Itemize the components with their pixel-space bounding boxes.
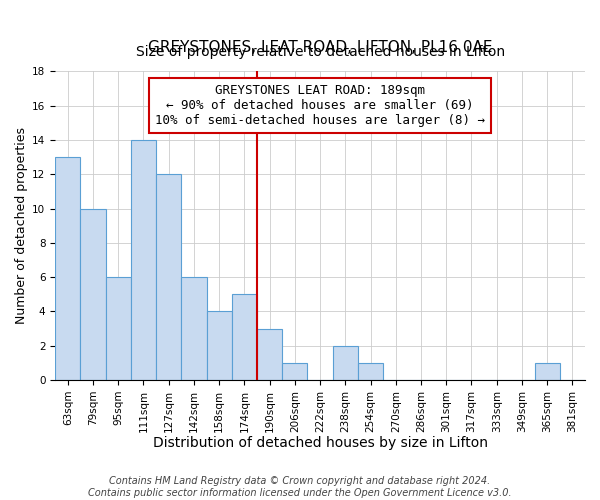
Text: GREYSTONES LEAT ROAD: 189sqm
← 90% of detached houses are smaller (69)
10% of se: GREYSTONES LEAT ROAD: 189sqm ← 90% of de… [155, 84, 485, 127]
Bar [181, 277, 206, 380]
Bar [80, 208, 106, 380]
Text: Contains HM Land Registry data © Crown copyright and database right 2024.
Contai: Contains HM Land Registry data © Crown c… [88, 476, 512, 498]
Bar [55, 157, 80, 380]
Title: GREYSTONES, LEAT ROAD, LIFTON, PL16 0AE: GREYSTONES, LEAT ROAD, LIFTON, PL16 0AE [148, 40, 493, 55]
Bar [232, 294, 257, 380]
Text: Size of property relative to detached houses in Lifton: Size of property relative to detached ho… [136, 45, 505, 59]
Bar [257, 328, 282, 380]
Bar [358, 363, 383, 380]
Bar [535, 363, 560, 380]
Y-axis label: Number of detached properties: Number of detached properties [15, 127, 28, 324]
X-axis label: Distribution of detached houses by size in Lifton: Distribution of detached houses by size … [152, 436, 488, 450]
Bar [282, 363, 307, 380]
Bar [206, 312, 232, 380]
Bar [131, 140, 156, 380]
Bar [156, 174, 181, 380]
Bar [332, 346, 358, 380]
Bar [106, 277, 131, 380]
